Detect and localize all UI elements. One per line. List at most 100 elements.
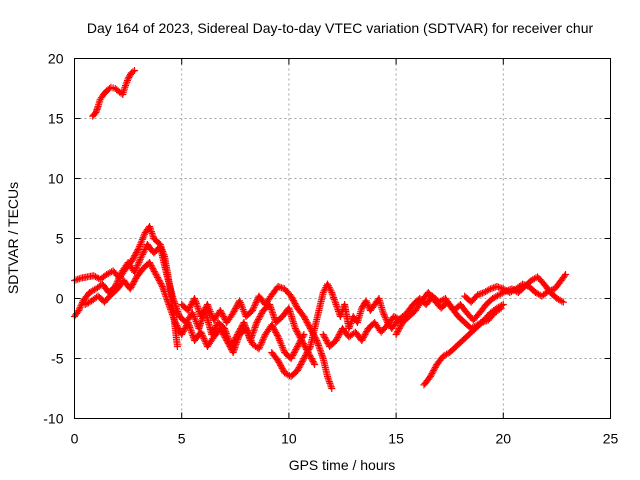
data-point xyxy=(255,314,263,322)
data-point xyxy=(276,360,284,368)
data-point xyxy=(216,325,224,332)
chart-title: Day 164 of 2023, Sidereal Day-to-day VTE… xyxy=(87,20,594,36)
data-point xyxy=(239,306,247,314)
data-point xyxy=(256,342,264,350)
data-point xyxy=(275,358,283,366)
data-point xyxy=(302,352,310,359)
data-point xyxy=(291,300,299,308)
data-point xyxy=(381,312,389,320)
data-point xyxy=(147,226,155,234)
data-point xyxy=(139,249,147,257)
data-point xyxy=(428,370,436,377)
data-point xyxy=(329,292,337,300)
data-point xyxy=(301,314,309,322)
data-point xyxy=(223,337,231,344)
data-point xyxy=(150,268,158,275)
data-point xyxy=(334,334,342,341)
data-point xyxy=(307,355,315,362)
data-point xyxy=(397,322,405,329)
data-point xyxy=(254,317,262,325)
x-tick-label: 10 xyxy=(281,431,297,447)
plot-frame xyxy=(74,58,611,419)
data-point xyxy=(224,340,232,347)
data-point xyxy=(219,311,227,319)
data-point xyxy=(293,343,301,350)
data-point xyxy=(291,347,299,355)
data-point xyxy=(346,321,354,329)
data-point xyxy=(237,300,245,308)
data-point xyxy=(292,301,300,309)
data-point xyxy=(560,272,568,280)
data-point xyxy=(319,331,327,338)
series-arc-g xyxy=(392,273,567,338)
data-point xyxy=(287,292,295,300)
data-point xyxy=(130,277,138,285)
series-arc-i xyxy=(461,271,569,306)
series-arc-high xyxy=(89,67,139,120)
data-point xyxy=(179,328,187,335)
data-point xyxy=(297,361,305,368)
series-arc-c xyxy=(81,259,308,362)
data-point xyxy=(322,335,330,343)
data-point xyxy=(304,347,312,355)
data-point xyxy=(255,345,263,353)
data-point xyxy=(327,287,335,295)
data-point xyxy=(253,319,261,326)
data-point xyxy=(260,334,268,342)
data-point xyxy=(426,373,434,380)
data-point xyxy=(327,381,335,389)
data-point xyxy=(129,68,137,76)
data-point xyxy=(296,362,304,370)
data-point xyxy=(359,335,367,343)
data-point xyxy=(128,282,136,290)
data-point xyxy=(308,356,316,364)
data-point xyxy=(394,328,402,335)
data-point xyxy=(252,299,260,306)
data-point xyxy=(326,379,334,387)
data-point xyxy=(269,324,277,332)
data-point xyxy=(258,337,266,345)
data-point xyxy=(297,359,305,367)
data-point xyxy=(122,80,130,88)
data-point xyxy=(335,331,343,338)
data-point xyxy=(333,304,341,312)
data-point xyxy=(146,223,154,230)
data-point xyxy=(325,283,333,291)
data-point xyxy=(174,325,182,332)
data-point xyxy=(254,316,262,323)
data-point xyxy=(303,319,311,326)
data-point xyxy=(122,82,130,90)
data-point xyxy=(295,340,303,347)
data-point xyxy=(220,331,228,338)
data-point xyxy=(250,303,258,311)
data-point xyxy=(76,303,84,311)
data-point xyxy=(125,73,133,81)
data-point xyxy=(121,83,129,91)
data-point xyxy=(290,298,298,306)
data-point xyxy=(363,299,371,306)
data-point xyxy=(75,307,83,314)
data-point xyxy=(279,366,287,374)
data-point xyxy=(218,310,226,317)
y-tick-label: 10 xyxy=(48,171,64,187)
data-point xyxy=(124,75,132,83)
data-point xyxy=(156,278,164,286)
data-point xyxy=(220,313,228,320)
data-point xyxy=(190,312,198,320)
data-point xyxy=(395,325,403,332)
data-point xyxy=(311,361,319,368)
data-point xyxy=(134,246,142,254)
data-point xyxy=(197,328,205,336)
data-point xyxy=(172,320,180,328)
data-point xyxy=(396,323,404,331)
data-point xyxy=(305,322,313,329)
data-point xyxy=(129,280,137,288)
data-point xyxy=(347,318,355,326)
data-point xyxy=(127,283,135,291)
data-point xyxy=(298,358,306,365)
data-point xyxy=(152,271,160,278)
data-point xyxy=(184,307,192,314)
series-arc-d xyxy=(178,283,336,392)
data-point xyxy=(133,247,141,255)
